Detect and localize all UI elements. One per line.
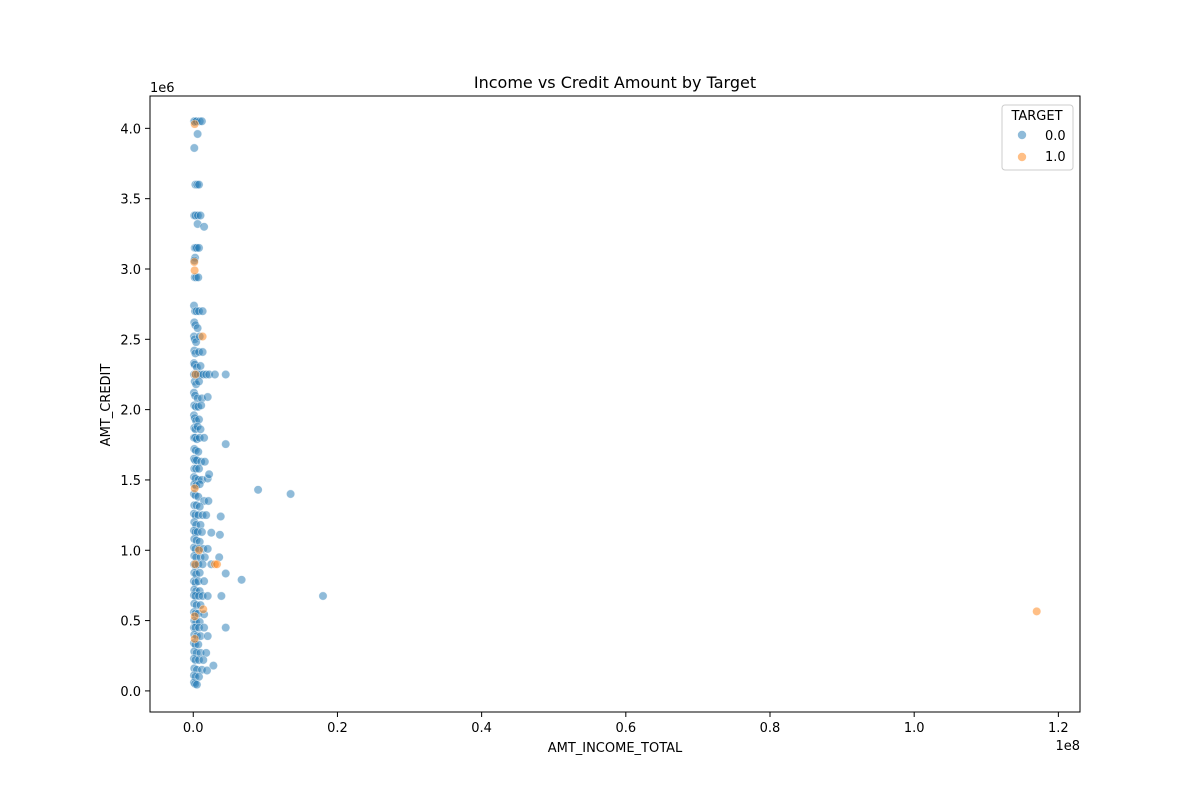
y-tick-label: 0.5 [120,615,141,630]
x-tick-label: 1.2 [1048,721,1069,736]
y-tick-label: 4.0 [120,122,141,137]
plot-frame [149,95,1081,713]
y-tick-label: 3.0 [120,263,141,278]
y-tick-label: 3.5 [120,193,141,208]
y-tick-label: 1.5 [120,474,141,489]
point-series-0-176 [199,623,209,633]
y-axis: 0.0 0.5 1.0 1.5 2.0 2.5 3.0 3.5 4.0 [120,122,150,700]
point-series-0-66 [196,400,206,410]
point-series-0-146 [195,568,205,578]
legend-marker-1 [1017,152,1027,162]
y-tick-label: 2.0 [120,404,141,419]
point-series-0-25 [193,272,203,282]
point-series-1-3 [198,331,208,341]
point-series-0-123 [197,527,207,537]
point-series-0-30 [198,306,208,316]
y-tick-label: 0.0 [120,685,141,700]
point-series-0-161 [216,591,226,601]
point-series-0-54 [221,369,231,379]
point-series-0-6 [193,129,203,139]
point-series-0-115 [201,510,211,520]
y-axis-label: AMT_CREDIT [99,364,114,447]
point-series-0-107 [203,496,213,506]
point-series-0-20 [194,243,204,253]
point-series-0-74 [196,424,206,434]
x-tick-label: 0.8 [760,721,781,736]
point-series-0-79 [199,433,209,443]
chart-title: Income vs Credit Amount by Target [474,73,756,92]
x-axis: 0.0 0.2 0.4 0.6 0.8 1.0 1.2 [183,712,1069,736]
y-offset-label: 1e6 [150,81,175,96]
point-series-0-148 [237,575,247,585]
point-series-0-10 [194,180,204,190]
point-series-0-181 [203,631,213,641]
point-series-0-142 [198,559,208,569]
point-series-0-203 [192,680,202,690]
point-series-0-14 [196,211,206,221]
legend-label-0: 0.0 [1045,129,1066,144]
point-series-0-91 [194,464,204,474]
point-series-0-62 [203,392,213,402]
point-series-1-9 [190,559,200,569]
point-series-0-116 [216,511,226,521]
point-series-0-124 [206,528,216,538]
x-tick-label: 1.0 [904,721,925,736]
point-series-0-16 [199,222,209,232]
x-tick-label: 0.2 [327,721,348,736]
point-series-0-177 [221,623,231,633]
legend-title: TARGET [1010,109,1062,124]
point-series-1-6 [194,545,204,555]
point-series-0-41 [198,347,208,357]
x-tick-label: 0.0 [183,721,204,736]
legend-label-1: 1.0 [1045,150,1066,165]
point-series-1-1 [189,257,199,267]
point-series-1-13 [1032,606,1042,616]
point-series-0-101 [253,485,263,495]
point-series-0-125 [215,530,225,540]
point-series-0-152 [199,576,209,586]
point-series-0-192 [198,655,208,665]
point-series-1-0 [190,119,200,129]
x-tick-label: 0.4 [471,721,492,736]
point-series-1-11 [190,611,200,621]
point-series-0-33 [193,323,203,333]
point-series-0-133 [203,544,213,554]
point-series-0-102 [286,489,296,499]
y-tick-label: 2.5 [120,333,141,348]
x-offset-label: 1e8 [1055,739,1080,754]
legend-marker-0 [1017,130,1027,140]
point-series-0-45 [196,361,206,371]
point-series-0-83 [193,447,203,457]
point-series-1-5 [190,483,200,493]
point-series-0-57 [194,376,204,386]
legend: TARGET 0.0 1.0 [1001,104,1074,171]
point-series-0-110 [195,502,205,512]
point-series-1-10 [198,604,208,614]
y-tick-label: 1.0 [120,544,141,559]
points-layer [189,116,1042,690]
point-series-1-2 [190,265,200,275]
point-series-1-4 [190,369,200,379]
point-series-1-8 [212,559,222,569]
point-series-0-197 [202,665,212,675]
point-series-1-12 [190,634,200,644]
point-series-0-88 [200,457,210,467]
point-series-0-193 [208,661,218,671]
point-series-0-147 [221,568,231,578]
x-axis-label: AMT_INCOME_TOTAL [548,741,683,756]
point-series-0-80 [221,439,231,449]
point-series-0-162 [318,591,328,601]
point-series-0-53 [210,369,220,379]
point-series-0-7 [189,143,199,153]
point-series-0-160 [203,591,213,601]
x-tick-label: 0.6 [615,721,636,736]
point-series-0-97 [204,469,214,479]
